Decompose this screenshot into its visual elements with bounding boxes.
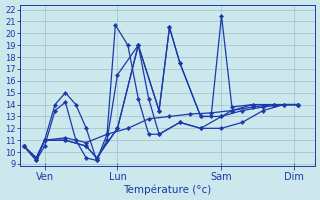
X-axis label: Température (°c): Température (°c) <box>123 185 212 195</box>
